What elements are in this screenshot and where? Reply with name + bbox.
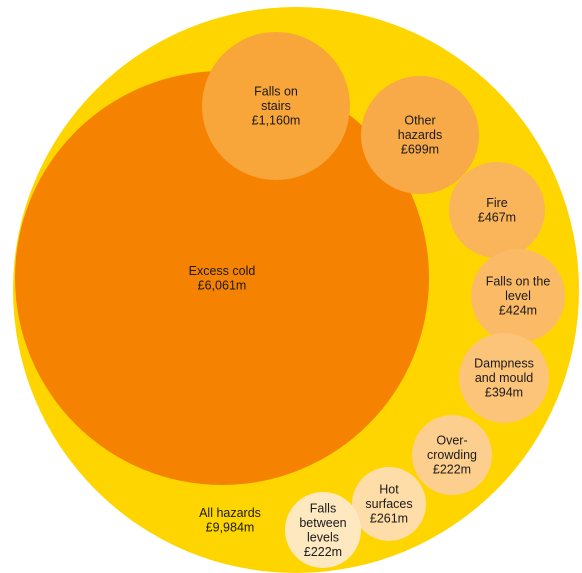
- label-other-hazards-line: Other: [404, 114, 435, 128]
- label-falls-on-stairs: Falls on stairs £1,160m: [252, 85, 301, 128]
- bubble-falls-between-levels: [285, 492, 361, 568]
- bubble-overcrowding: [412, 415, 492, 495]
- bubble-falls-on-the-level: [471, 249, 565, 343]
- label-falls-between-levels: Falls between levels £222m: [299, 501, 346, 559]
- label-overcrowding: Over-crowding £222m: [427, 434, 477, 477]
- bubble-fire: [449, 162, 545, 258]
- label-falls-between-levels-line: between: [299, 516, 346, 530]
- label-dampness-and-mould-line: £394m: [485, 386, 523, 400]
- label-falls-on-the-level-line: £424m: [499, 304, 537, 318]
- label-falls-on-stairs-line: Falls on: [254, 85, 298, 99]
- label-other-hazards-line: hazards: [398, 128, 442, 142]
- label-hot-surfaces-line: surfaces: [365, 497, 412, 511]
- label-dampness-and-mould: Dampness and mould £394m: [474, 357, 534, 400]
- bubble-excess-cold: [15, 71, 429, 485]
- label-excess-cold-line: £6,061m: [198, 278, 247, 292]
- label-overcrowding-line: £222m: [433, 463, 471, 477]
- label-falls-on-stairs-line: £1,160m: [252, 114, 301, 128]
- label-overcrowding-line: crowding: [427, 448, 477, 462]
- label-falls-on-stairs-line: stairs: [261, 99, 291, 113]
- label-fire-line: Fire: [486, 196, 508, 210]
- bubble-other-hazards: [361, 76, 479, 194]
- label-other-hazards-line: £699m: [401, 143, 439, 157]
- bubble-dampness-and-mould: [459, 333, 549, 423]
- label-hot-surfaces-line: £261m: [370, 512, 408, 526]
- label-excess-cold-line: Excess cold: [189, 264, 256, 278]
- label-falls-between-levels-line: £222m: [304, 545, 342, 559]
- label-overcrowding-line: Over-: [436, 434, 467, 448]
- label-hot-surfaces-line: Hot: [379, 483, 399, 497]
- label-dampness-and-mould-line: and mould: [475, 371, 533, 385]
- label-falls-on-the-level: Falls on the level £424m: [486, 275, 551, 318]
- label-all-hazards-line: All hazards: [199, 506, 261, 520]
- label-falls-on-the-level-line: level: [505, 289, 531, 303]
- label-hot-surfaces: Hot surfaces £261m: [365, 483, 412, 526]
- bubble-falls-on-stairs: [202, 32, 350, 180]
- label-falls-between-levels-line: Falls: [310, 501, 336, 515]
- label-fire-line: £467m: [478, 210, 516, 224]
- label-dampness-and-mould-line: Dampness: [474, 357, 534, 371]
- label-all-hazards-line: £9,984m: [206, 520, 255, 534]
- label-other-hazards: Other hazards £699m: [398, 114, 442, 157]
- bubble-hot-surfaces: [352, 467, 426, 541]
- label-falls-on-the-level-line: Falls on the: [486, 275, 551, 289]
- label-falls-between-levels-line: levels: [307, 530, 339, 544]
- label-all-hazards: All hazards £9,984m: [199, 506, 261, 535]
- label-fire: Fire £467m: [478, 196, 516, 225]
- label-excess-cold: Excess cold £6,061m: [189, 264, 256, 293]
